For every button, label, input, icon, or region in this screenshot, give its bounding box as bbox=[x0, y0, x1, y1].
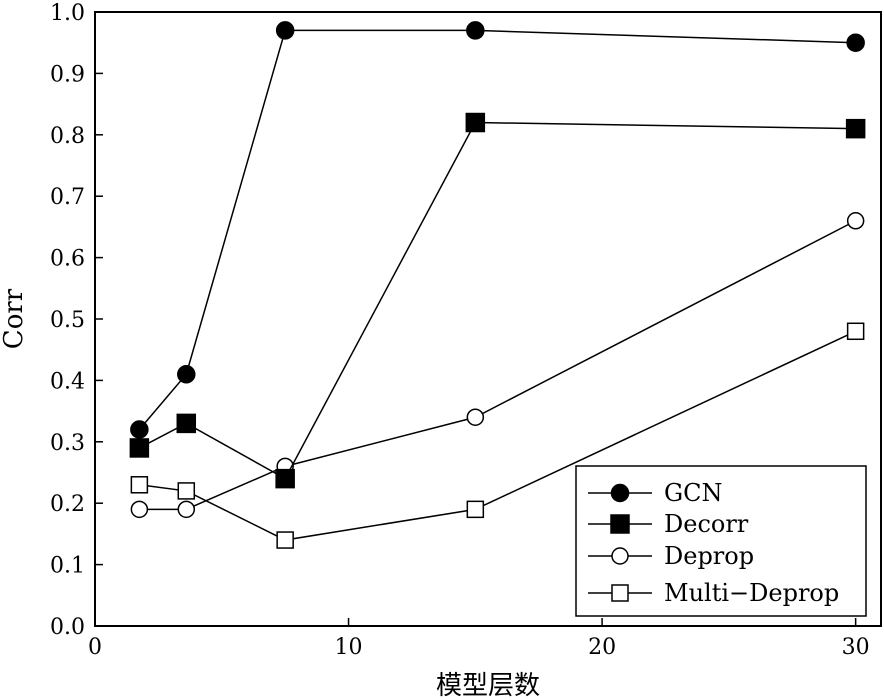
data-point bbox=[130, 420, 149, 439]
y-tick-label: 0.7 bbox=[50, 185, 85, 210]
y-tick-label: 0.6 bbox=[50, 247, 85, 272]
y-tick-label: 0.3 bbox=[50, 431, 85, 456]
series-layer bbox=[129, 21, 866, 549]
series-line bbox=[138, 29, 856, 431]
y-tick-label: 1.0 bbox=[50, 1, 85, 26]
legend-marker bbox=[610, 514, 630, 534]
x-tick-label: 30 bbox=[842, 635, 870, 660]
data-point bbox=[846, 212, 865, 230]
data-point bbox=[130, 476, 149, 494]
series-Multi−Deprop bbox=[130, 322, 865, 549]
y-tick-label: 0.4 bbox=[50, 369, 85, 394]
x-axis-title: 模型层数 bbox=[436, 671, 540, 700]
data-point bbox=[465, 112, 486, 133]
legend-label: Deprop bbox=[664, 542, 754, 570]
y-tick-label: 0.9 bbox=[50, 62, 85, 87]
data-point bbox=[177, 365, 196, 384]
data-point bbox=[466, 408, 485, 426]
data-point bbox=[466, 21, 485, 40]
data-point bbox=[466, 500, 485, 519]
data-point bbox=[176, 413, 197, 434]
x-axis: 0 10 20 30 bbox=[88, 618, 870, 660]
legend-marker bbox=[610, 483, 630, 503]
data-point bbox=[275, 468, 295, 489]
legend-marker bbox=[611, 547, 629, 565]
y-tick-label: 0.1 bbox=[50, 554, 85, 579]
data-point bbox=[177, 500, 196, 519]
y-tick-label: 0.8 bbox=[50, 124, 85, 149]
data-point bbox=[177, 482, 196, 500]
data-point bbox=[846, 322, 865, 341]
data-point bbox=[846, 33, 865, 52]
x-tick-label: 0 bbox=[88, 635, 102, 660]
y-tick-label: 0.5 bbox=[50, 308, 85, 333]
data-point bbox=[129, 438, 150, 458]
data-point bbox=[275, 21, 295, 40]
data-point bbox=[130, 500, 149, 519]
y-axis-title: Corr bbox=[0, 288, 29, 349]
series-GCN bbox=[130, 21, 865, 439]
series-Deprop bbox=[130, 212, 865, 519]
y-axis: 0.0 0.1 0.2 0.3 0.4 0.5 0.6 0.7 0.8 0.9 1.0 bbox=[50, 1, 103, 640]
y-tick-label: 0.0 bbox=[50, 615, 85, 640]
y-tick-label: 0.2 bbox=[50, 492, 85, 517]
legend-marker bbox=[611, 584, 629, 602]
legend: GCN Decorr Deprop Multi−Deprop bbox=[575, 465, 867, 617]
legend-label: GCN bbox=[664, 479, 723, 507]
series-Decorr bbox=[129, 112, 866, 489]
x-tick-label: 20 bbox=[588, 635, 616, 660]
legend-label: Decorr bbox=[664, 510, 749, 538]
x-tick-label: 10 bbox=[335, 635, 363, 660]
series-line bbox=[139, 121, 856, 480]
data-point bbox=[276, 531, 294, 549]
data-point bbox=[845, 118, 866, 139]
legend-label: Multi−Deprop bbox=[664, 579, 839, 607]
